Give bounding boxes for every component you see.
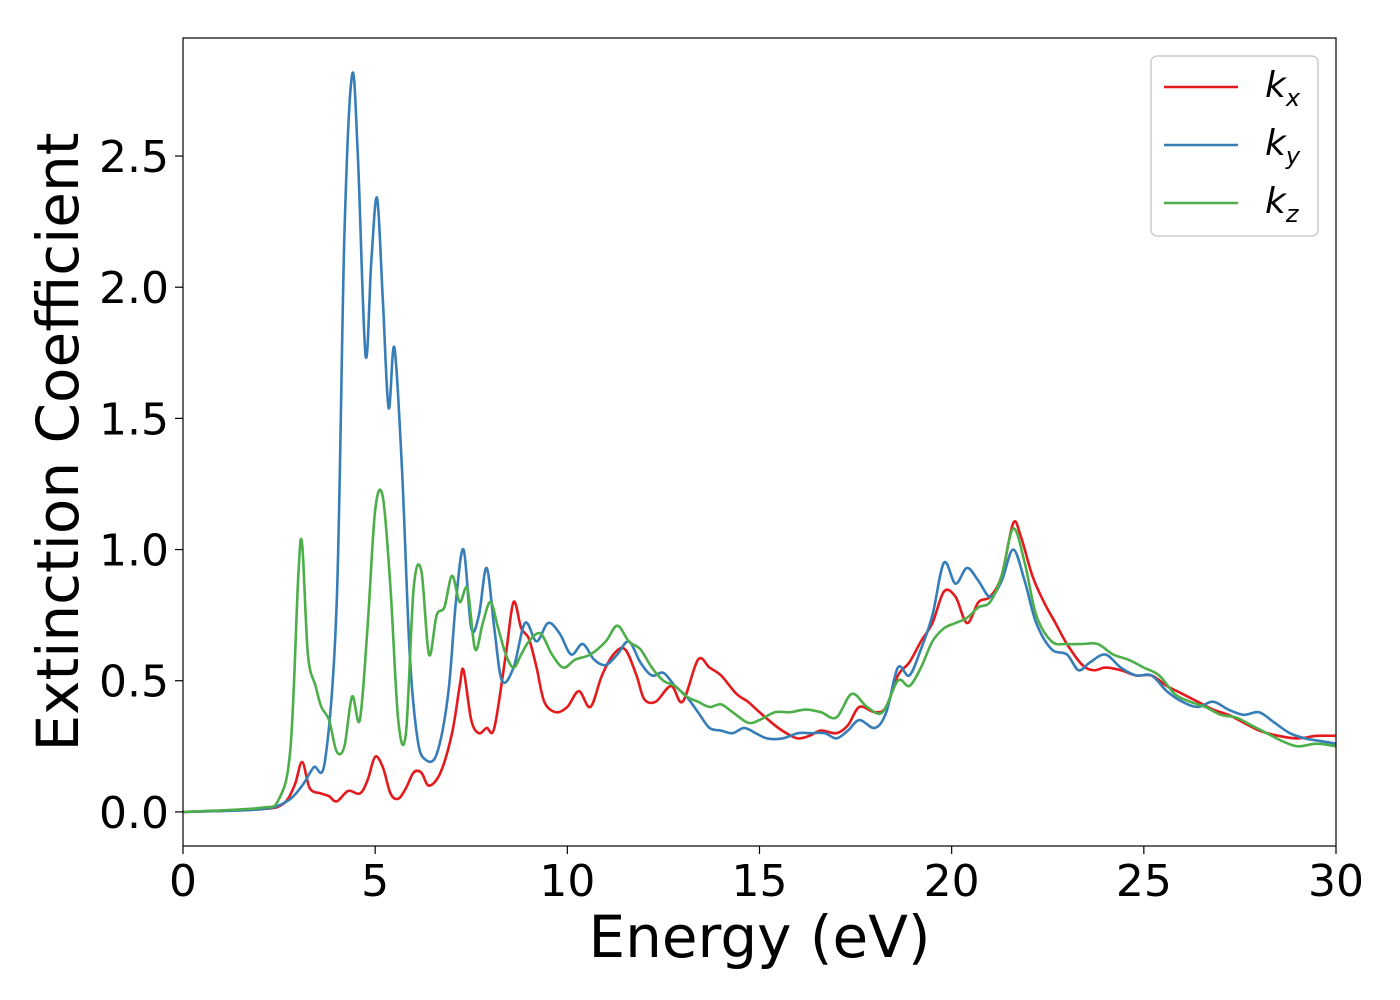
x-tick-label: 5 <box>361 856 389 907</box>
y-axis: 0.0 0.5 1.0 1.5 2.0 2.5 <box>99 132 183 839</box>
legend-label-subscript: y <box>1285 142 1301 170</box>
y-tick-label: 2.0 <box>99 263 169 314</box>
series-layer <box>183 71 1336 814</box>
series-line-z <box>183 488 1336 814</box>
y-tick-label: 1.0 <box>99 526 169 577</box>
x-tick-label: 20 <box>924 856 980 907</box>
legend-label-base: k <box>1265 181 1288 222</box>
legend-label-base: k <box>1265 65 1288 106</box>
y-tick-label: 0.0 <box>99 788 169 839</box>
x-tick-label: 25 <box>1116 856 1172 907</box>
x-tick-label: 30 <box>1308 856 1364 907</box>
legend-label-subscript: x <box>1285 84 1301 112</box>
y-tick-label: 1.5 <box>99 394 169 445</box>
legend-label-subscript: z <box>1285 200 1300 228</box>
legend-label-y: ky <box>1265 123 1301 170</box>
legend-label-x: kx <box>1265 65 1301 112</box>
legend-label-z: kz <box>1265 181 1300 228</box>
y-tick-label: 0.5 <box>99 657 169 708</box>
y-tick-label: 2.5 <box>99 132 169 183</box>
x-axis-title: Energy (eV) <box>588 903 930 971</box>
x-axis: 0 5 10 15 20 25 30 <box>169 846 1364 907</box>
x-tick-label: 0 <box>169 856 197 907</box>
y-axis-title: Extinction Coefficient <box>24 133 92 752</box>
x-tick-label: 10 <box>539 856 595 907</box>
legend-label-base: k <box>1265 123 1288 164</box>
x-tick-label: 15 <box>732 856 788 907</box>
